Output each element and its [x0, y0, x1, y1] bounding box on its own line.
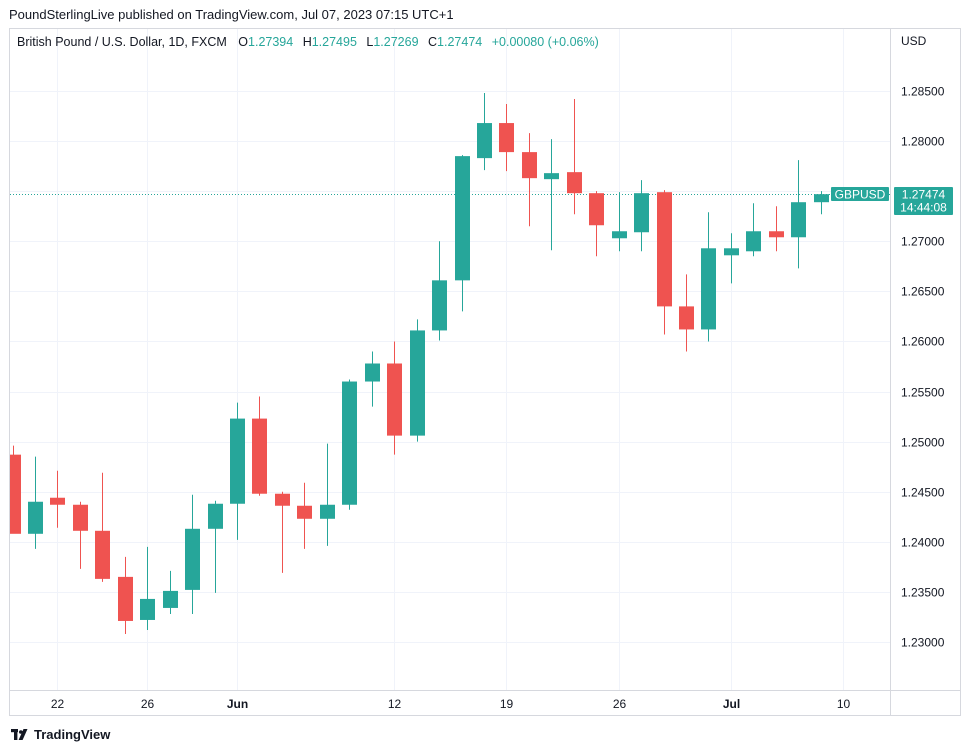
price-tick-label: 1.25500 [901, 386, 945, 400]
candle-body[interactable] [50, 497, 65, 505]
price-tick-label: 1.23000 [901, 636, 945, 650]
price-tick-label: 1.24000 [901, 536, 945, 550]
candle-body[interactable] [634, 193, 649, 233]
candle-body[interactable] [814, 194, 829, 203]
time-tick-label: 10 [837, 697, 851, 711]
candle-body[interactable] [73, 504, 88, 531]
candle-body[interactable] [499, 123, 514, 153]
symbol-badge-label: GBPUSD [835, 188, 886, 202]
open-label: O [238, 35, 249, 49]
time-tick-label: 12 [388, 697, 402, 711]
chart-frame [9, 28, 961, 716]
candle-body[interactable] [118, 576, 133, 621]
high-label: H [302, 35, 312, 49]
price-tick-label: 1.28000 [901, 135, 945, 149]
time-tick-label: 19 [500, 697, 514, 711]
price-tick-label: 1.27000 [901, 235, 945, 249]
close-label: C [428, 35, 438, 49]
price-tick-label: 1.28500 [901, 85, 945, 99]
candle-body[interactable] [275, 493, 290, 506]
time-tick-label: Jun [227, 697, 248, 711]
symbol-legend: British Pound / U.S. Dollar, 1D, FXCM O1… [17, 35, 605, 49]
candle-body[interactable] [185, 528, 200, 590]
candle-body[interactable] [791, 202, 806, 238]
currency-label[interactable]: USD [901, 34, 927, 48]
candle-body[interactable] [297, 505, 312, 519]
candle-body[interactable] [28, 501, 43, 534]
close-value: 1.27474 [437, 35, 483, 49]
candle-body[interactable] [410, 330, 425, 436]
candle-body[interactable] [455, 156, 470, 281]
candle-body[interactable] [252, 418, 267, 494]
candle-body[interactable] [230, 418, 245, 504]
candle-body[interactable] [342, 381, 357, 505]
candle-body[interactable] [140, 598, 155, 620]
price-tick-label: 1.23500 [901, 586, 945, 600]
candle-body[interactable] [657, 192, 672, 307]
candle-body[interactable] [589, 193, 604, 226]
candle-body[interactable] [724, 248, 739, 256]
candle-body[interactable] [612, 231, 627, 239]
tradingview-brand: TradingView [34, 727, 111, 742]
candle-body[interactable] [701, 248, 716, 330]
candle-body[interactable] [365, 363, 380, 382]
low-label: L [366, 35, 374, 49]
candle-body[interactable] [522, 152, 537, 179]
tradingview-footer[interactable]: TradingView [11, 727, 110, 742]
time-tick-label: 26 [141, 697, 155, 711]
candle-body[interactable] [208, 503, 223, 529]
candle-body[interactable] [746, 231, 761, 252]
low-value: 1.27269 [373, 35, 419, 49]
candle-body[interactable] [544, 173, 559, 180]
publisher-line: PoundSterlingLive published on TradingVi… [9, 7, 454, 22]
time-tick-label: 22 [51, 697, 65, 711]
candle-body[interactable] [6, 454, 21, 534]
candles-group [6, 93, 890, 634]
price-tick-label: 1.26000 [901, 335, 945, 349]
candle-body[interactable] [387, 363, 402, 436]
tradingview-logo-icon [11, 728, 28, 740]
price-tick-label: 1.25000 [901, 436, 945, 450]
symbol-badge [831, 187, 889, 201]
candle-body[interactable] [163, 590, 178, 608]
time-tick-label: Jul [723, 697, 740, 711]
high-value: 1.27495 [311, 35, 357, 49]
price-tick-label: 1.24500 [901, 486, 945, 500]
candle-body[interactable] [95, 530, 110, 579]
change-value: +0.00080 (+0.06%) [491, 35, 599, 49]
time-tick-label: 26 [613, 697, 627, 711]
price-tick-label: 1.26500 [901, 285, 945, 299]
candle-body[interactable] [769, 231, 784, 238]
price-badge [894, 187, 953, 215]
symbol-title[interactable]: British Pound / U.S. Dollar, 1D, FXCM [17, 35, 227, 49]
candle-body[interactable] [477, 123, 492, 159]
candle-body[interactable] [320, 504, 335, 519]
price-badge-countdown: 14:44:08 [900, 201, 947, 215]
candle-body[interactable] [567, 172, 582, 194]
candle-body[interactable] [679, 306, 694, 330]
open-value: 1.27394 [248, 35, 294, 49]
price-badge-value: 1.27474 [902, 188, 946, 202]
candle-body[interactable] [432, 280, 447, 331]
